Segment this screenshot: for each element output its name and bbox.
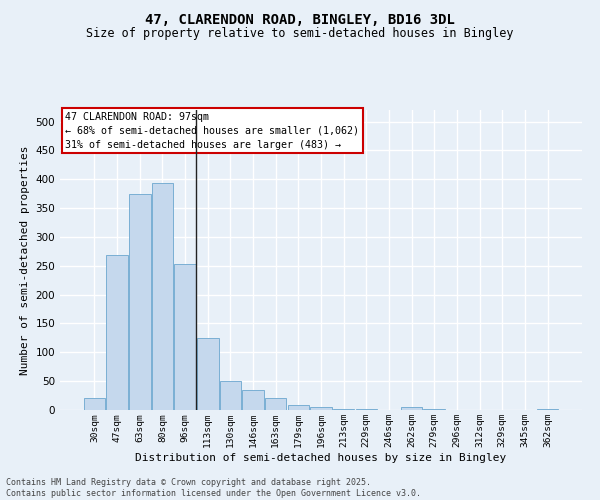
- Bar: [197, 338, 218, 410]
- Bar: [129, 194, 151, 410]
- Text: 47, CLARENDON ROAD, BINGLEY, BD16 3DL: 47, CLARENDON ROAD, BINGLEY, BD16 3DL: [145, 12, 455, 26]
- Bar: [265, 398, 286, 410]
- X-axis label: Distribution of semi-detached houses by size in Bingley: Distribution of semi-detached houses by …: [136, 453, 506, 463]
- Text: 47 CLARENDON ROAD: 97sqm
← 68% of semi-detached houses are smaller (1,062)
31% o: 47 CLARENDON ROAD: 97sqm ← 68% of semi-d…: [65, 112, 359, 150]
- Bar: [401, 407, 422, 410]
- Bar: [175, 264, 196, 410]
- Bar: [310, 407, 332, 410]
- Bar: [220, 381, 241, 410]
- Text: Contains HM Land Registry data © Crown copyright and database right 2025.
Contai: Contains HM Land Registry data © Crown c…: [6, 478, 421, 498]
- Bar: [287, 406, 309, 410]
- Bar: [106, 256, 128, 410]
- Bar: [152, 184, 173, 410]
- Bar: [242, 390, 264, 410]
- Bar: [333, 409, 355, 410]
- Y-axis label: Number of semi-detached properties: Number of semi-detached properties: [20, 145, 30, 375]
- Bar: [84, 398, 105, 410]
- Text: Size of property relative to semi-detached houses in Bingley: Size of property relative to semi-detach…: [86, 28, 514, 40]
